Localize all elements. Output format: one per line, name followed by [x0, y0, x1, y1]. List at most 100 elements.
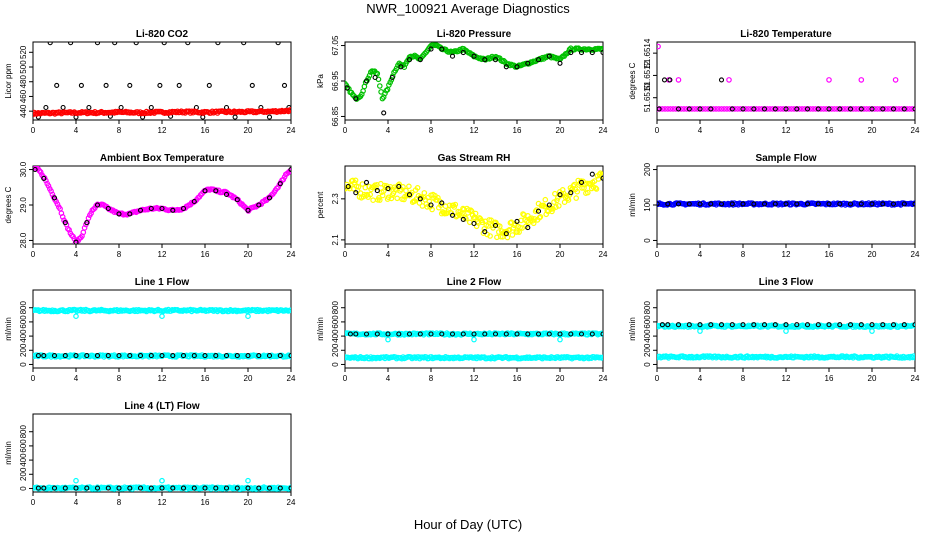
data-point [288, 353, 291, 359]
data-point [345, 85, 350, 91]
data-point [554, 197, 560, 204]
y-axis-label: degrees C [4, 186, 13, 223]
data-point [355, 184, 362, 190]
data-point [390, 190, 397, 197]
data-point [855, 106, 862, 112]
data-point [62, 485, 68, 491]
data-point [472, 210, 479, 217]
x-tick-label: 0 [343, 250, 348, 259]
y-tick-label: 400 [643, 329, 652, 343]
data-point [600, 354, 603, 361]
data-point [568, 331, 574, 337]
data-point [858, 201, 864, 207]
data-point [820, 106, 827, 112]
data-point [35, 353, 41, 359]
data-point [463, 215, 469, 222]
y-tick-label: 600 [643, 315, 652, 329]
data-point [73, 313, 79, 320]
series-outliers-magenta [657, 43, 899, 83]
data-point [180, 205, 187, 212]
data-point [428, 46, 434, 52]
data-point [394, 195, 401, 202]
data-point [657, 106, 660, 112]
x-tick-label: 24 [599, 250, 608, 259]
data-point [406, 192, 413, 198]
data-point [657, 43, 661, 50]
data-point [51, 195, 58, 201]
data-point [159, 353, 165, 359]
data-point [414, 185, 421, 191]
x-tick-label: 16 [825, 126, 834, 135]
data-point [579, 354, 586, 361]
data-point [557, 60, 563, 66]
x-tick-label: 20 [868, 374, 877, 383]
data-point [482, 57, 488, 63]
data-point [37, 169, 44, 175]
data-point [417, 57, 423, 63]
data-point [277, 485, 283, 491]
data-point [84, 485, 90, 491]
data-point [880, 322, 886, 328]
data-point [675, 322, 682, 328]
data-point [514, 64, 520, 70]
y-axis-label: kPa [316, 74, 325, 88]
data-point [740, 106, 746, 112]
data-point [157, 82, 163, 88]
data-point [471, 336, 477, 343]
x-tick-label: 4 [386, 250, 391, 259]
plot-area [33, 477, 291, 492]
data-point [578, 50, 585, 56]
data-point [213, 353, 219, 359]
panel-line-4-lt-flow: Line 4 (LT) Flow 0 4 8 12 16 20 24 0 200400600800… [4, 401, 296, 507]
series-line-2-outliers [385, 336, 563, 343]
data-point [403, 187, 409, 194]
data-point [664, 106, 671, 112]
data-point [33, 166, 38, 173]
plot-area [345, 42, 603, 116]
data-point [94, 202, 101, 208]
y-axis-label: percent [316, 191, 325, 218]
data-point [460, 50, 466, 56]
data-point [94, 42, 101, 46]
series-sample-flow-blue [657, 200, 915, 208]
data-point [837, 106, 843, 112]
data-point [401, 64, 408, 71]
data-point [159, 477, 165, 484]
data-point [215, 42, 221, 46]
data-point [127, 353, 133, 359]
data-point [657, 106, 662, 112]
data-point [525, 225, 531, 231]
x-tick-label: 20 [556, 250, 565, 259]
data-point [912, 106, 915, 112]
x-tick-label: 8 [429, 250, 434, 259]
data-point [202, 485, 208, 491]
data-point [191, 198, 197, 205]
series-line-2-hourly [347, 331, 603, 337]
data-point [417, 196, 423, 202]
data-point [748, 106, 754, 112]
data-point [702, 106, 709, 112]
data-point [699, 106, 706, 112]
series-line-2-low [345, 353, 603, 362]
data-point [815, 322, 821, 328]
data-point [783, 106, 789, 112]
figure-x-axis-label: Hour of Day (UTC) [413, 517, 523, 532]
y-tick-label: 400 [19, 329, 28, 343]
data-point [116, 485, 122, 491]
x-tick-label: 16 [513, 250, 522, 259]
data-point [245, 207, 251, 213]
data-point [148, 205, 154, 212]
x-tick-label: 12 [782, 126, 791, 135]
x-tick-label: 24 [287, 498, 296, 507]
y-axis-label: Licor ppm [4, 63, 13, 98]
series-line-3-hourly [659, 322, 915, 328]
data-point [565, 49, 572, 56]
series-line-1-high [33, 306, 291, 315]
data-point [94, 485, 101, 491]
x-tick-label: 0 [655, 126, 660, 135]
data-point [837, 322, 843, 328]
x-tick-label: 4 [74, 498, 79, 507]
x-tick-label: 24 [287, 126, 296, 135]
data-point [912, 354, 915, 361]
